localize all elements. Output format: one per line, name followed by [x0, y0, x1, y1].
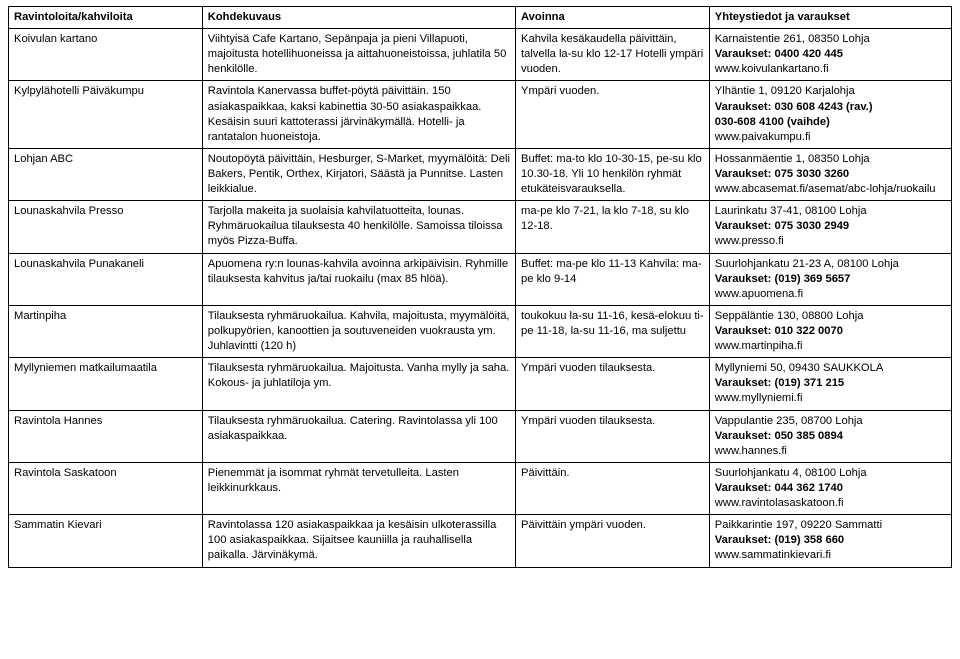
table-row: Kylpylähotelli PäiväkumpuRavintola Kaner…: [9, 81, 952, 148]
contact-booking: Varaukset: (019) 358 660: [715, 533, 946, 548]
contact-booking-2: 030-608 4100 (vaihde): [715, 115, 946, 130]
contact-website: www.presso.fi: [715, 234, 946, 249]
contact-website: www.abcasemat.fi/asemat/abc-lohja/ruokai…: [715, 182, 946, 197]
cell-contact: Ylhäntie 1, 09120 KarjalohjaVaraukset: 0…: [709, 81, 951, 148]
contact-booking: Varaukset: (019) 369 5657: [715, 272, 946, 287]
col-header-0: Ravintoloita/kahviloita: [9, 7, 203, 29]
cell-contact: Myllyniemi 50, 09430 SAUKKOLAVaraukset: …: [709, 358, 951, 410]
cell-contact: Vappulantie 235, 08700 LohjaVaraukset: 0…: [709, 410, 951, 462]
cell-description: Ravintola Kanervassa buffet-pöytä päivit…: [202, 81, 515, 148]
cell-contact: Paikkarintie 197, 09220 SammattiVaraukse…: [709, 515, 951, 567]
cell-open: Ympäri vuoden tilauksesta.: [516, 358, 710, 410]
contact-booking: Varaukset: 010 322 0070: [715, 324, 946, 339]
cell-open: Ympäri vuoden.: [516, 81, 710, 148]
table-row: Koivulan kartanoViihtyisä Cafe Kartano, …: [9, 29, 952, 81]
cell-open: Päivittäin.: [516, 462, 710, 514]
contact-booking: Varaukset: 030 608 4243 (rav.): [715, 100, 946, 115]
contact-address: Karnaistentie 261, 08350 Lohja: [715, 32, 946, 47]
cell-description: Tilauksesta ryhmäruokailua. Majoitusta. …: [202, 358, 515, 410]
table-row: Lounaskahvila PunakaneliApuomena ry:n lo…: [9, 253, 952, 305]
cell-contact: Hossanmäentie 1, 08350 LohjaVaraukset: 0…: [709, 148, 951, 200]
cell-description: Viihtyisä Cafe Kartano, Sepänpaja ja pie…: [202, 29, 515, 81]
cell-open: toukokuu la-su 11-16, kesä-elokuu ti-pe …: [516, 305, 710, 357]
cell-open: Kahvila kesäkaudella päivittäin, talvell…: [516, 29, 710, 81]
cell-name: Kylpylähotelli Päiväkumpu: [9, 81, 203, 148]
table-row: Sammatin KievariRavintolassa 120 asiakas…: [9, 515, 952, 567]
contact-booking: Varaukset: 075 3030 3260: [715, 167, 946, 182]
cell-contact: Suurlohjankatu 4, 08100 LohjaVaraukset: …: [709, 462, 951, 514]
cell-open: Buffet: ma-pe klo 11-13 Kahvila: ma-pe k…: [516, 253, 710, 305]
cell-description: Pienemmät ja isommat ryhmät tervetulleit…: [202, 462, 515, 514]
cell-name: Lounaskahvila Punakaneli: [9, 253, 203, 305]
cell-description: Tilauksesta ryhmäruokailua. Kahvila, maj…: [202, 305, 515, 357]
cell-name: Lounaskahvila Presso: [9, 201, 203, 253]
cell-description: Noutopöytä päivittäin, Hesburger, S-Mark…: [202, 148, 515, 200]
contact-website: www.hannes.fi: [715, 444, 946, 459]
table-row: Ravintola SaskatoonPienemmät ja isommat …: [9, 462, 952, 514]
cell-contact: Suurlohjankatu 21-23 A, 08100 LohjaVarau…: [709, 253, 951, 305]
contact-booking: Varaukset: (019) 371 215: [715, 376, 946, 391]
contact-address: Seppäläntie 130, 08800 Lohja: [715, 309, 946, 324]
cell-name: Ravintola Hannes: [9, 410, 203, 462]
contact-website: www.paivakumpu.fi: [715, 130, 946, 145]
cell-contact: Laurinkatu 37-41, 08100 LohjaVaraukset: …: [709, 201, 951, 253]
cell-open: Ympäri vuoden tilauksesta.: [516, 410, 710, 462]
cell-contact: Karnaistentie 261, 08350 LohjaVaraukset:…: [709, 29, 951, 81]
table-row: Lounaskahvila PressoTarjolla makeita ja …: [9, 201, 952, 253]
contact-booking: Varaukset: 044 362 1740: [715, 481, 946, 496]
contact-booking: Varaukset: 0400 420 445: [715, 47, 946, 62]
contact-website: www.sammatinkievari.fi: [715, 548, 946, 563]
table-row: MartinpihaTilauksesta ryhmäruokailua. Ka…: [9, 305, 952, 357]
contact-address: Ylhäntie 1, 09120 Karjalohja: [715, 84, 946, 99]
cell-contact: Seppäläntie 130, 08800 LohjaVaraukset: 0…: [709, 305, 951, 357]
contact-address: Hossanmäentie 1, 08350 Lohja: [715, 152, 946, 167]
contact-website: www.myllyniemi.fi: [715, 391, 946, 406]
cell-open: Buffet: ma-to klo 10-30-15, pe-su klo 10…: [516, 148, 710, 200]
contact-booking: Varaukset: 075 3030 2949: [715, 219, 946, 234]
table-row: Lohjan ABCNoutopöytä päivittäin, Hesburg…: [9, 148, 952, 200]
cell-name: Myllyniemen matkailumaatila: [9, 358, 203, 410]
contact-address: Suurlohjankatu 4, 08100 Lohja: [715, 466, 946, 481]
cell-description: Tilauksesta ryhmäruokailua. Catering. Ra…: [202, 410, 515, 462]
contact-address: Vappulantie 235, 08700 Lohja: [715, 414, 946, 429]
cell-description: Ravintolassa 120 asiakaspaikkaa ja kesäi…: [202, 515, 515, 567]
contact-booking: Varaukset: 050 385 0894: [715, 429, 946, 444]
cell-name: Martinpiha: [9, 305, 203, 357]
cell-name: Koivulan kartano: [9, 29, 203, 81]
cell-description: Tarjolla makeita ja suolaisia kahvilatuo…: [202, 201, 515, 253]
contact-website: www.koivulankartano.fi: [715, 62, 946, 77]
contact-website: www.martinpiha.fi: [715, 339, 946, 354]
cell-description: Apuomena ry:n lounas-kahvila avoinna ark…: [202, 253, 515, 305]
restaurants-table: Ravintoloita/kahviloitaKohdekuvausAvoinn…: [8, 6, 952, 568]
cell-open: ma-pe klo 7-21, la klo 7-18, su klo 12-1…: [516, 201, 710, 253]
contact-website: www.apuomena.fi: [715, 287, 946, 302]
contact-address: Paikkarintie 197, 09220 Sammatti: [715, 518, 946, 533]
cell-name: Lohjan ABC: [9, 148, 203, 200]
contact-website: www.ravintolasaskatoon.fi: [715, 496, 946, 511]
contact-address: Myllyniemi 50, 09430 SAUKKOLA: [715, 361, 946, 376]
col-header-1: Kohdekuvaus: [202, 7, 515, 29]
cell-open: Päivittäin ympäri vuoden.: [516, 515, 710, 567]
table-row: Myllyniemen matkailumaatilaTilauksesta r…: [9, 358, 952, 410]
col-header-3: Yhteystiedot ja varaukset: [709, 7, 951, 29]
contact-address: Suurlohjankatu 21-23 A, 08100 Lohja: [715, 257, 946, 272]
cell-name: Ravintola Saskatoon: [9, 462, 203, 514]
table-row: Ravintola HannesTilauksesta ryhmäruokail…: [9, 410, 952, 462]
cell-name: Sammatin Kievari: [9, 515, 203, 567]
contact-address: Laurinkatu 37-41, 08100 Lohja: [715, 204, 946, 219]
col-header-2: Avoinna: [516, 7, 710, 29]
